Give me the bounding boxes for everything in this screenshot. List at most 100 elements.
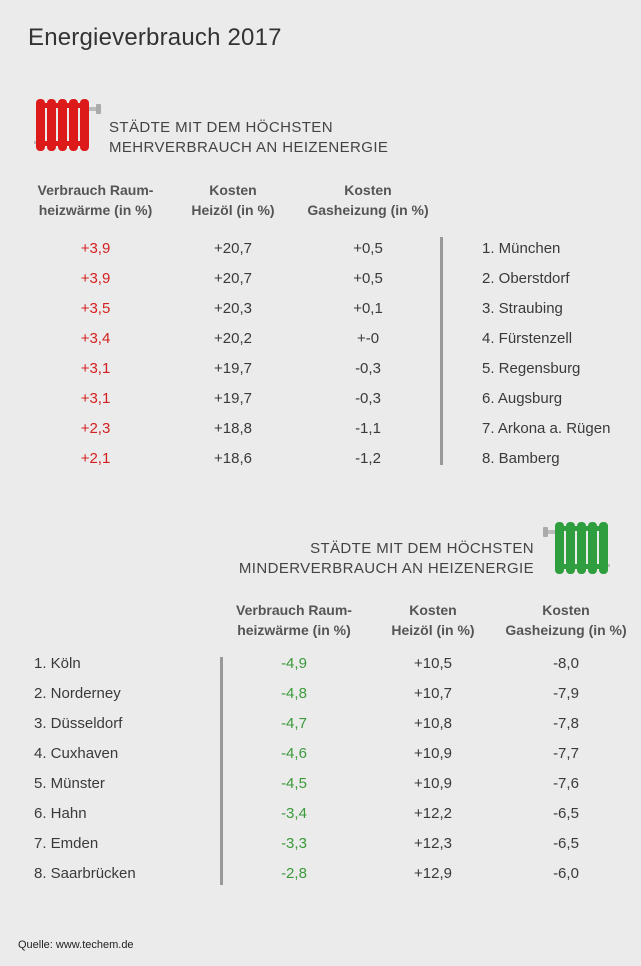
heizoel-value: +10,7: [414, 685, 452, 702]
gas-value: -7,6: [553, 775, 579, 792]
page-title: Energieverbrauch 2017: [28, 24, 282, 51]
heizoel-value: +18,6: [214, 450, 252, 467]
city-name: 3. Düsseldorf: [34, 715, 123, 732]
bottom-col-verbrauch-line1: Verbrauch Raum-: [236, 602, 352, 618]
gas-value: -6,0: [553, 865, 579, 882]
table-row: +3,4 +20,2 +-0 4. Fürstenzell: [0, 324, 641, 354]
table-row: +3,1 +19,7 -0,3 6. Augsburg: [0, 384, 641, 414]
table-row: 5. Münster -4,5 +10,9 -7,6: [0, 769, 641, 799]
source-note: Quelle: www.techem.de: [18, 939, 134, 951]
table-row: +3,9 +20,7 +0,5 2. Oberstdorf: [0, 264, 641, 294]
table-row: 2. Norderney -4,8 +10,7 -7,9: [0, 679, 641, 709]
verbrauch-value: +3,9: [80, 270, 111, 287]
table-row: +2,1 +18,6 -1,2 8. Bamberg: [0, 444, 641, 474]
verbrauch-value: +3,5: [80, 300, 111, 317]
heizoel-value: +10,9: [414, 745, 452, 762]
city-name: 4. Cuxhaven: [34, 745, 119, 762]
city-name: 1. Köln: [34, 655, 81, 672]
top-col-gas-line1: Kosten: [344, 182, 392, 198]
top-heading-line2: MEHRVERBRAUCH AN HEIZENERGIE: [109, 139, 389, 156]
bottom-heading: STÄDTE MIT DEM HÖCHSTEN MINDERVERBRAUCH …: [220, 539, 534, 579]
table-row: 6. Hahn -3,4 +12,2 -6,5: [0, 799, 641, 829]
table-row: +3,1 +19,7 -0,3 5. Regensburg: [0, 354, 641, 384]
top-col-heizoel: Kosten Heizöl (in %): [168, 180, 298, 220]
table-row: +2,3 +18,8 -1,1 7. Arkona a. Rügen: [0, 414, 641, 444]
table-row: 4. Cuxhaven -4,6 +10,9 -7,7: [0, 739, 641, 769]
verbrauch-value: +2,3: [80, 420, 111, 437]
city-name: 2. Norderney: [34, 685, 121, 702]
heizoel-value: +19,7: [214, 360, 252, 377]
city-name: 7. Emden: [34, 835, 99, 852]
heizoel-value: +12,2: [414, 805, 452, 822]
top-heading: STÄDTE MIT DEM HÖCHSTEN MEHRVERBRAUCH AN…: [109, 118, 388, 158]
gas-value: -7,8: [553, 715, 579, 732]
top-col-verbrauch-line1: Verbrauch Raum-: [37, 182, 154, 198]
gas-value: -1,2: [355, 450, 381, 467]
verbrauch-value: -3,3: [281, 835, 307, 852]
top-col-gas-line2: Gasheizung (in %): [307, 202, 429, 218]
gas-value: +0,1: [353, 300, 383, 317]
verbrauch-value: +3,9: [80, 240, 111, 257]
heizoel-value: +10,9: [414, 775, 452, 792]
verbrauch-value: +3,1: [80, 390, 111, 407]
radiator-red-icon: [34, 97, 104, 160]
top-col-heizoel-line1: Kosten: [209, 182, 257, 198]
verbrauch-value: -4,6: [281, 745, 307, 762]
table-row: +3,9 +20,7 +0,5 1. München: [0, 234, 641, 264]
gas-value: -6,5: [553, 805, 579, 822]
city-name: 7. Arkona a. Rügen: [482, 420, 611, 437]
gas-value: -6,5: [553, 835, 579, 852]
table-row: 3. Düsseldorf -4,7 +10,8 -7,8: [0, 709, 641, 739]
heizoel-value: +12,3: [414, 835, 452, 852]
heizoel-value: +20,3: [214, 300, 252, 317]
bottom-col-heizoel-line1: Kosten: [409, 602, 457, 618]
gas-value: +-0: [356, 330, 380, 347]
heizoel-value: +20,7: [214, 270, 252, 287]
verbrauch-value: +2,1: [80, 450, 111, 467]
verbrauch-value: -3,4: [281, 805, 307, 822]
top-heading-line1: STÄDTE MIT DEM HÖCHSTEN: [109, 119, 333, 136]
bottom-col-gas: Kosten Gasheizung (in %): [494, 600, 638, 640]
city-name: 5. Regensburg: [482, 360, 581, 377]
heizoel-value: +18,8: [214, 420, 252, 437]
city-name: 1. München: [482, 240, 561, 257]
verbrauch-value: -4,8: [281, 685, 307, 702]
table-row: 7. Emden -3,3 +12,3 -6,5: [0, 829, 641, 859]
city-name: 5. Münster: [34, 775, 105, 792]
verbrauch-value: +3,1: [80, 360, 111, 377]
verbrauch-value: -4,7: [281, 715, 307, 732]
heizoel-value: +10,5: [414, 655, 452, 672]
bottom-col-gas-line2: Gasheizung (in %): [505, 622, 627, 638]
heizoel-value: +20,7: [214, 240, 252, 257]
city-name: 3. Straubing: [482, 300, 563, 317]
bottom-col-verbrauch: Verbrauch Raum- heizwärme (in %): [222, 600, 366, 640]
top-col-verbrauch-line2: heizwärme (in %): [38, 202, 153, 218]
top-divider: [440, 237, 443, 465]
gas-value: -7,7: [553, 745, 579, 762]
table-row: 8. Saarbrücken -2,8 +12,9 -6,0: [0, 859, 641, 889]
top-col-heizoel-line2: Heizöl (in %): [191, 202, 275, 218]
city-name: 6. Hahn: [34, 805, 87, 822]
verbrauch-value: -4,5: [281, 775, 307, 792]
gas-value: -1,1: [355, 420, 381, 437]
bottom-divider: [220, 657, 223, 885]
city-name: 8. Saarbrücken: [34, 865, 136, 882]
gas-value: +0,5: [353, 240, 383, 257]
bottom-col-gas-line1: Kosten: [542, 602, 590, 618]
bottom-col-heizoel-line2: Heizöl (in %): [391, 622, 475, 638]
bottom-col-heizoel: Kosten Heizöl (in %): [370, 600, 496, 640]
city-name: 8. Bamberg: [482, 450, 560, 467]
gas-value: -0,3: [355, 390, 381, 407]
gas-value: -7,9: [553, 685, 579, 702]
heizoel-value: +12,9: [414, 865, 452, 882]
top-col-gas: Kosten Gasheizung (in %): [296, 180, 440, 220]
city-name: 6. Augsburg: [482, 390, 563, 407]
gas-value: -0,3: [355, 360, 381, 377]
gas-value: +0,5: [353, 270, 383, 287]
heizoel-value: +20,2: [214, 330, 252, 347]
city-name: 4. Fürstenzell: [482, 330, 573, 347]
top-col-verbrauch: Verbrauch Raum- heizwärme (in %): [28, 180, 163, 220]
verbrauch-value: -2,8: [281, 865, 307, 882]
radiator-green-icon: [540, 520, 610, 583]
bottom-heading-line2: MINDERVERBRAUCH AN HEIZENERGIE: [238, 560, 534, 577]
